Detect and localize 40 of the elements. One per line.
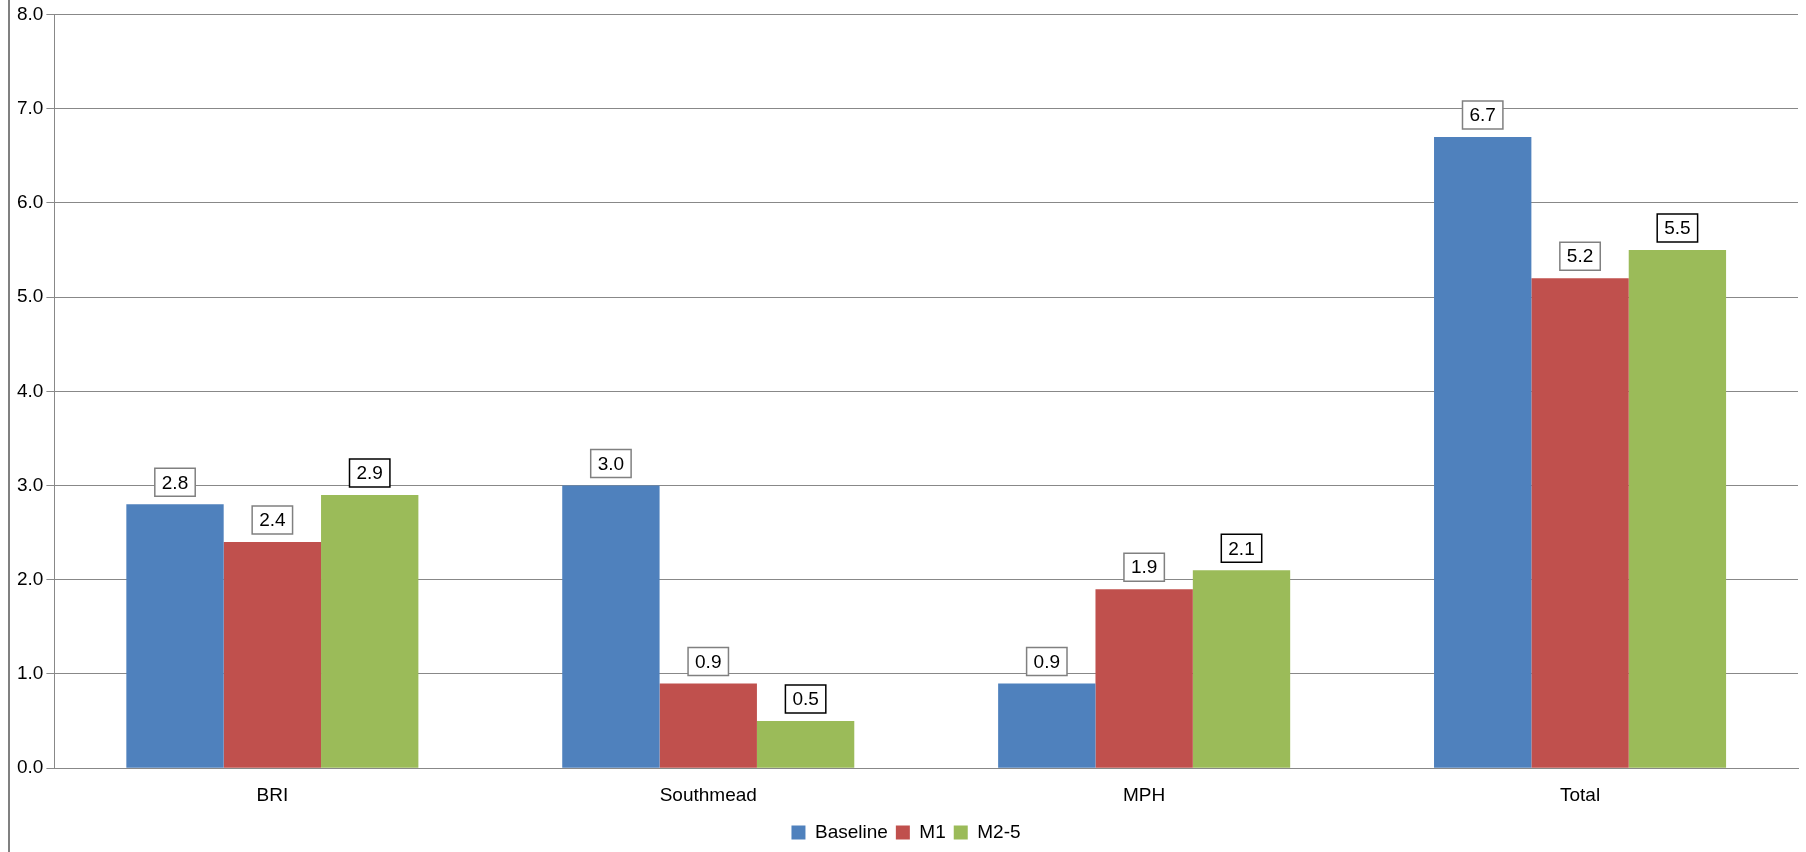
data-label: 2.1 [1228, 537, 1255, 559]
data-label: 5.2 [1566, 245, 1594, 267]
bar [1628, 249, 1727, 768]
data-label: 5.5 [1664, 217, 1691, 239]
x-tick-label: MPH [1123, 783, 1166, 805]
x-tick-label: Total [1559, 783, 1601, 805]
bar [1531, 278, 1629, 768]
bar [562, 485, 660, 768]
bar [321, 494, 419, 768]
data-label: 3.0 [597, 452, 625, 474]
x-tick-label: Southmead [659, 783, 757, 805]
y-tick-label: 2.0 [16, 567, 44, 589]
y-tick-label: 0.0 [16, 756, 44, 778]
bar [659, 683, 757, 768]
legend-label: Baseline [814, 820, 888, 842]
bar [1095, 589, 1193, 768]
data-label: 2.8 [161, 471, 189, 493]
y-tick-label: 3.0 [16, 473, 44, 495]
data-label: 6.7 [1469, 104, 1496, 126]
bar [998, 683, 1096, 768]
y-tick-label: 8.0 [16, 2, 44, 24]
x-tick-label: BRI [256, 783, 289, 805]
data-label: 0.5 [792, 688, 819, 710]
y-tick-label: 7.0 [16, 96, 44, 118]
y-tick-label: 4.0 [16, 379, 44, 401]
legend-label: M1 [919, 820, 946, 842]
bar [1192, 570, 1291, 768]
data-label: 1.9 [1130, 556, 1158, 578]
bar [756, 721, 855, 768]
data-label: 2.9 [356, 462, 383, 484]
y-tick-label: 5.0 [16, 285, 44, 307]
bar [1434, 136, 1532, 768]
legend-label: M2-5 [977, 820, 1021, 842]
data-label: 2.4 [259, 509, 286, 531]
y-tick-label: 6.0 [16, 191, 44, 213]
bar [126, 504, 224, 768]
data-label: 0.9 [1033, 650, 1061, 672]
y-tick-label: 1.0 [16, 662, 44, 684]
bar [223, 542, 322, 768]
data-label: 0.9 [695, 650, 722, 672]
